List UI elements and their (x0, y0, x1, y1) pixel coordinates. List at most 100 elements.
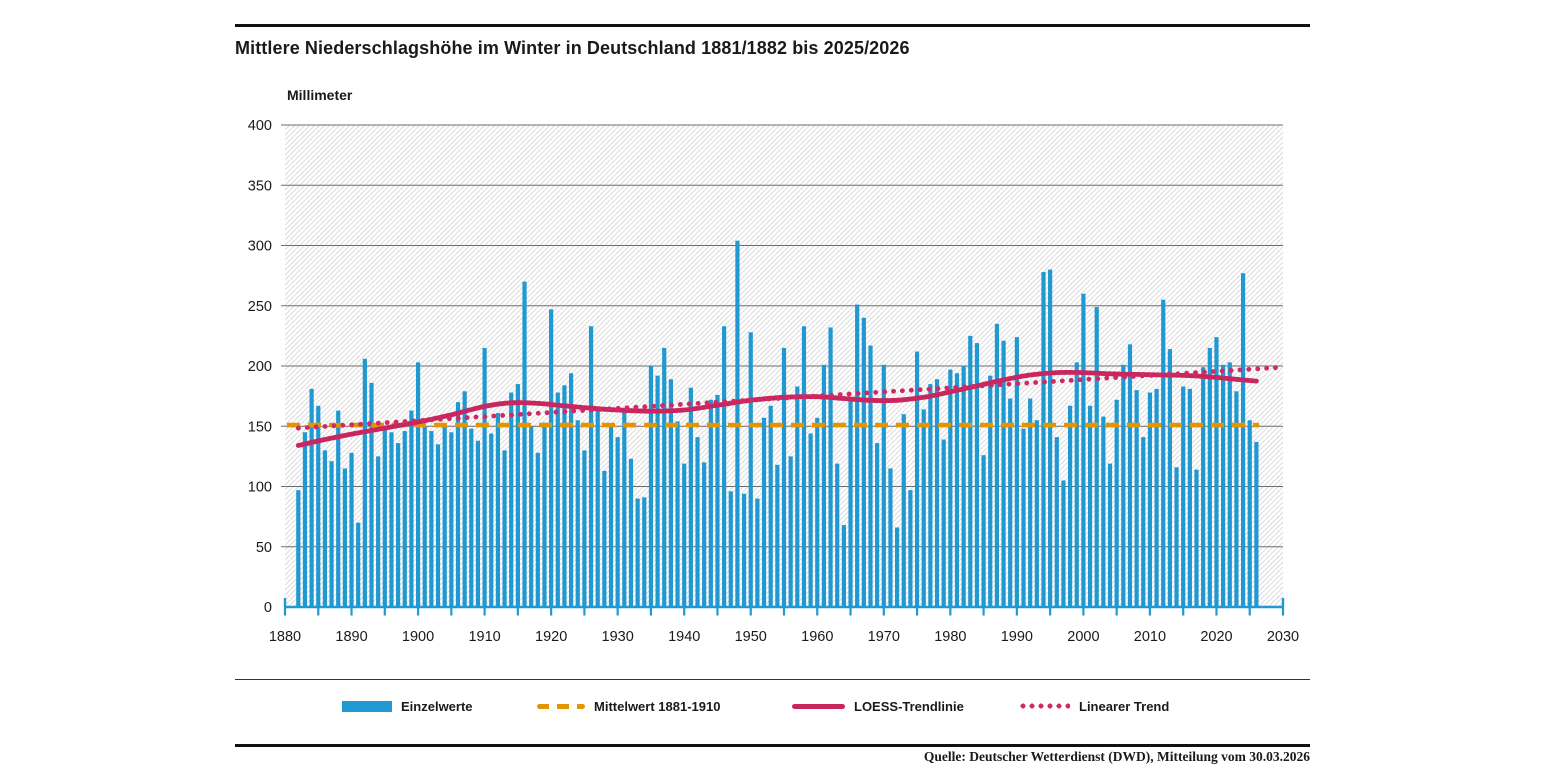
bar-winter-1975-1976 (921, 409, 926, 607)
bar-winter-1945-1946 (722, 326, 727, 607)
bar-winter-1949-1950 (748, 332, 753, 607)
bar-winter-1932-1933 (635, 498, 640, 607)
bar-winter-1964-1965 (848, 398, 853, 607)
bar-winter-1913-1914 (509, 392, 514, 607)
bar-winter-1997-1998 (1067, 405, 1073, 607)
bar-winter-1910-1911 (489, 433, 494, 607)
bar-winter-1933-1934 (642, 497, 647, 607)
bar-winter-2024-2025 (1247, 420, 1252, 607)
bar-winter-1954-1955 (781, 347, 787, 607)
bar-winter-1883-1884 (309, 388, 314, 607)
bar-winter-1885-1886 (322, 450, 328, 607)
bar-winter-1927-1928 (602, 470, 607, 607)
bar-winter-1952-1953 (768, 405, 773, 607)
bar-winter-2000-2001 (1087, 405, 1093, 607)
legend-item-linearer-trend: Linearer Trend (1020, 698, 1169, 714)
x-axis-label-2010: 2010 (1134, 629, 1166, 645)
bar-winter-2008-2009 (1141, 437, 1146, 607)
bar-winter-1969-1970 (881, 364, 886, 607)
bar-winter-1904-1905 (449, 432, 454, 607)
bar-winter-1992-1993 (1034, 420, 1039, 607)
bar-winter-1985-1986 (988, 375, 993, 607)
x-axis-label-1930: 1930 (602, 629, 634, 645)
bar-winter-1940-1941 (688, 387, 693, 607)
dashed-line-swatch-icon (537, 703, 585, 709)
x-axis-label-1960: 1960 (801, 629, 833, 645)
bar-winter-1978-1979 (941, 439, 946, 607)
bar-winter-1895-1896 (389, 432, 394, 607)
bar-winter-1980-1981 (954, 373, 960, 607)
bar-winter-2023-2024 (1240, 273, 1246, 607)
bar-winter-1974-1975 (914, 351, 920, 607)
bar-winter-1948-1949 (741, 493, 747, 607)
dotted-line-swatch-icon (1020, 703, 1070, 709)
bar-winter-2017-2018 (1201, 367, 1206, 607)
bar-winter-2001-2002 (1094, 306, 1099, 607)
bar-winter-1960-1961 (821, 364, 827, 607)
bar-winter-2005-2006 (1121, 364, 1126, 607)
bar-winter-2021-2022 (1227, 362, 1232, 607)
bar-winter-1966-1967 (861, 317, 866, 607)
bar-winter-2007-2008 (1134, 390, 1139, 607)
bar-winter-2015-2016 (1187, 388, 1192, 607)
bar-winter-2014-2015 (1181, 386, 1186, 607)
bar-winter-1937-1938 (668, 379, 673, 607)
bar-winter-1882-1883 (302, 432, 308, 607)
bar-winter-1953-1954 (775, 464, 780, 607)
y-axis-label-50: 50 (256, 540, 272, 556)
bar-winter-2011-2012 (1161, 299, 1166, 607)
y-axis-label-400: 400 (248, 118, 272, 134)
bar-winter-1899-1900 (415, 362, 421, 607)
bar-winter-2020-2021 (1221, 364, 1226, 607)
y-axis-label-100: 100 (248, 480, 272, 496)
bar-winter-1919-1920 (549, 309, 554, 607)
bar-winter-1926-1927 (595, 410, 600, 607)
bar-winter-1915-1916 (522, 281, 527, 607)
bar-winter-1941-1942 (695, 437, 700, 607)
bar-winter-1983-1984 (974, 343, 980, 607)
bar-winter-1893-1894 (376, 456, 381, 607)
bar-winter-1967-1968 (868, 345, 873, 607)
bar-winter-1961-1962 (828, 327, 833, 607)
bar-winter-1981-1982 (961, 366, 966, 607)
bar-winter-1971-1972 (895, 527, 900, 607)
bar-winter-1951-1952 (761, 417, 767, 607)
bar-winter-1925-1926 (588, 326, 594, 607)
bar-winter-1942-1943 (702, 462, 707, 607)
bar-winter-1912-1913 (502, 450, 507, 607)
x-axis-label-1880: 1880 (269, 629, 301, 645)
y-axis-unit-label: Millimeter (287, 87, 353, 103)
x-axis-label-1970: 1970 (868, 629, 900, 645)
bar-winter-1890-1891 (356, 522, 361, 607)
bar-winter-2025-2026 (1254, 441, 1259, 607)
legend-divider (235, 679, 1310, 680)
legend-label-einzelwerte: Einzelwerte (401, 698, 473, 714)
bar-winter-1936-1937 (662, 347, 667, 607)
bar-winter-1950-1951 (755, 498, 760, 607)
x-axis-label-2020: 2020 (1200, 629, 1232, 645)
bar-winter-1982-1983 (968, 335, 973, 607)
legend-label-mittelwert: Mittelwert 1881-1910 (594, 698, 721, 714)
bar-winter-1991-1992 (1028, 398, 1033, 607)
bar-winter-1891-1892 (362, 358, 367, 607)
bar-winter-1958-1959 (808, 433, 813, 607)
page-title: Mittlere Niederschlagshöhe im Winter in … (235, 38, 910, 58)
bar-winter-1938-1939 (675, 421, 680, 607)
y-axis-label-350: 350 (248, 178, 272, 194)
bar-winter-2016-2017 (1194, 469, 1199, 607)
bar-winter-1989-1990 (1014, 337, 1019, 607)
bar-winter-1887-1888 (336, 410, 341, 607)
bar-winter-1928-1929 (608, 423, 614, 607)
x-axis-label-1990: 1990 (1001, 629, 1033, 645)
bar-winter-1906-1907 (462, 391, 467, 607)
bar-winter-1934-1935 (648, 366, 654, 607)
bar-winter-1935-1936 (655, 375, 660, 607)
bar-winter-1968-1969 (875, 443, 880, 607)
bar-winter-1898-1899 (409, 410, 414, 607)
bar-winter-1916-1917 (529, 426, 534, 607)
bar-winter-1908-1909 (475, 440, 481, 607)
y-axis-label-200: 200 (248, 359, 272, 375)
bar-winter-1988-1989 (1008, 398, 1013, 607)
bar-winter-1943-1944 (708, 399, 713, 607)
